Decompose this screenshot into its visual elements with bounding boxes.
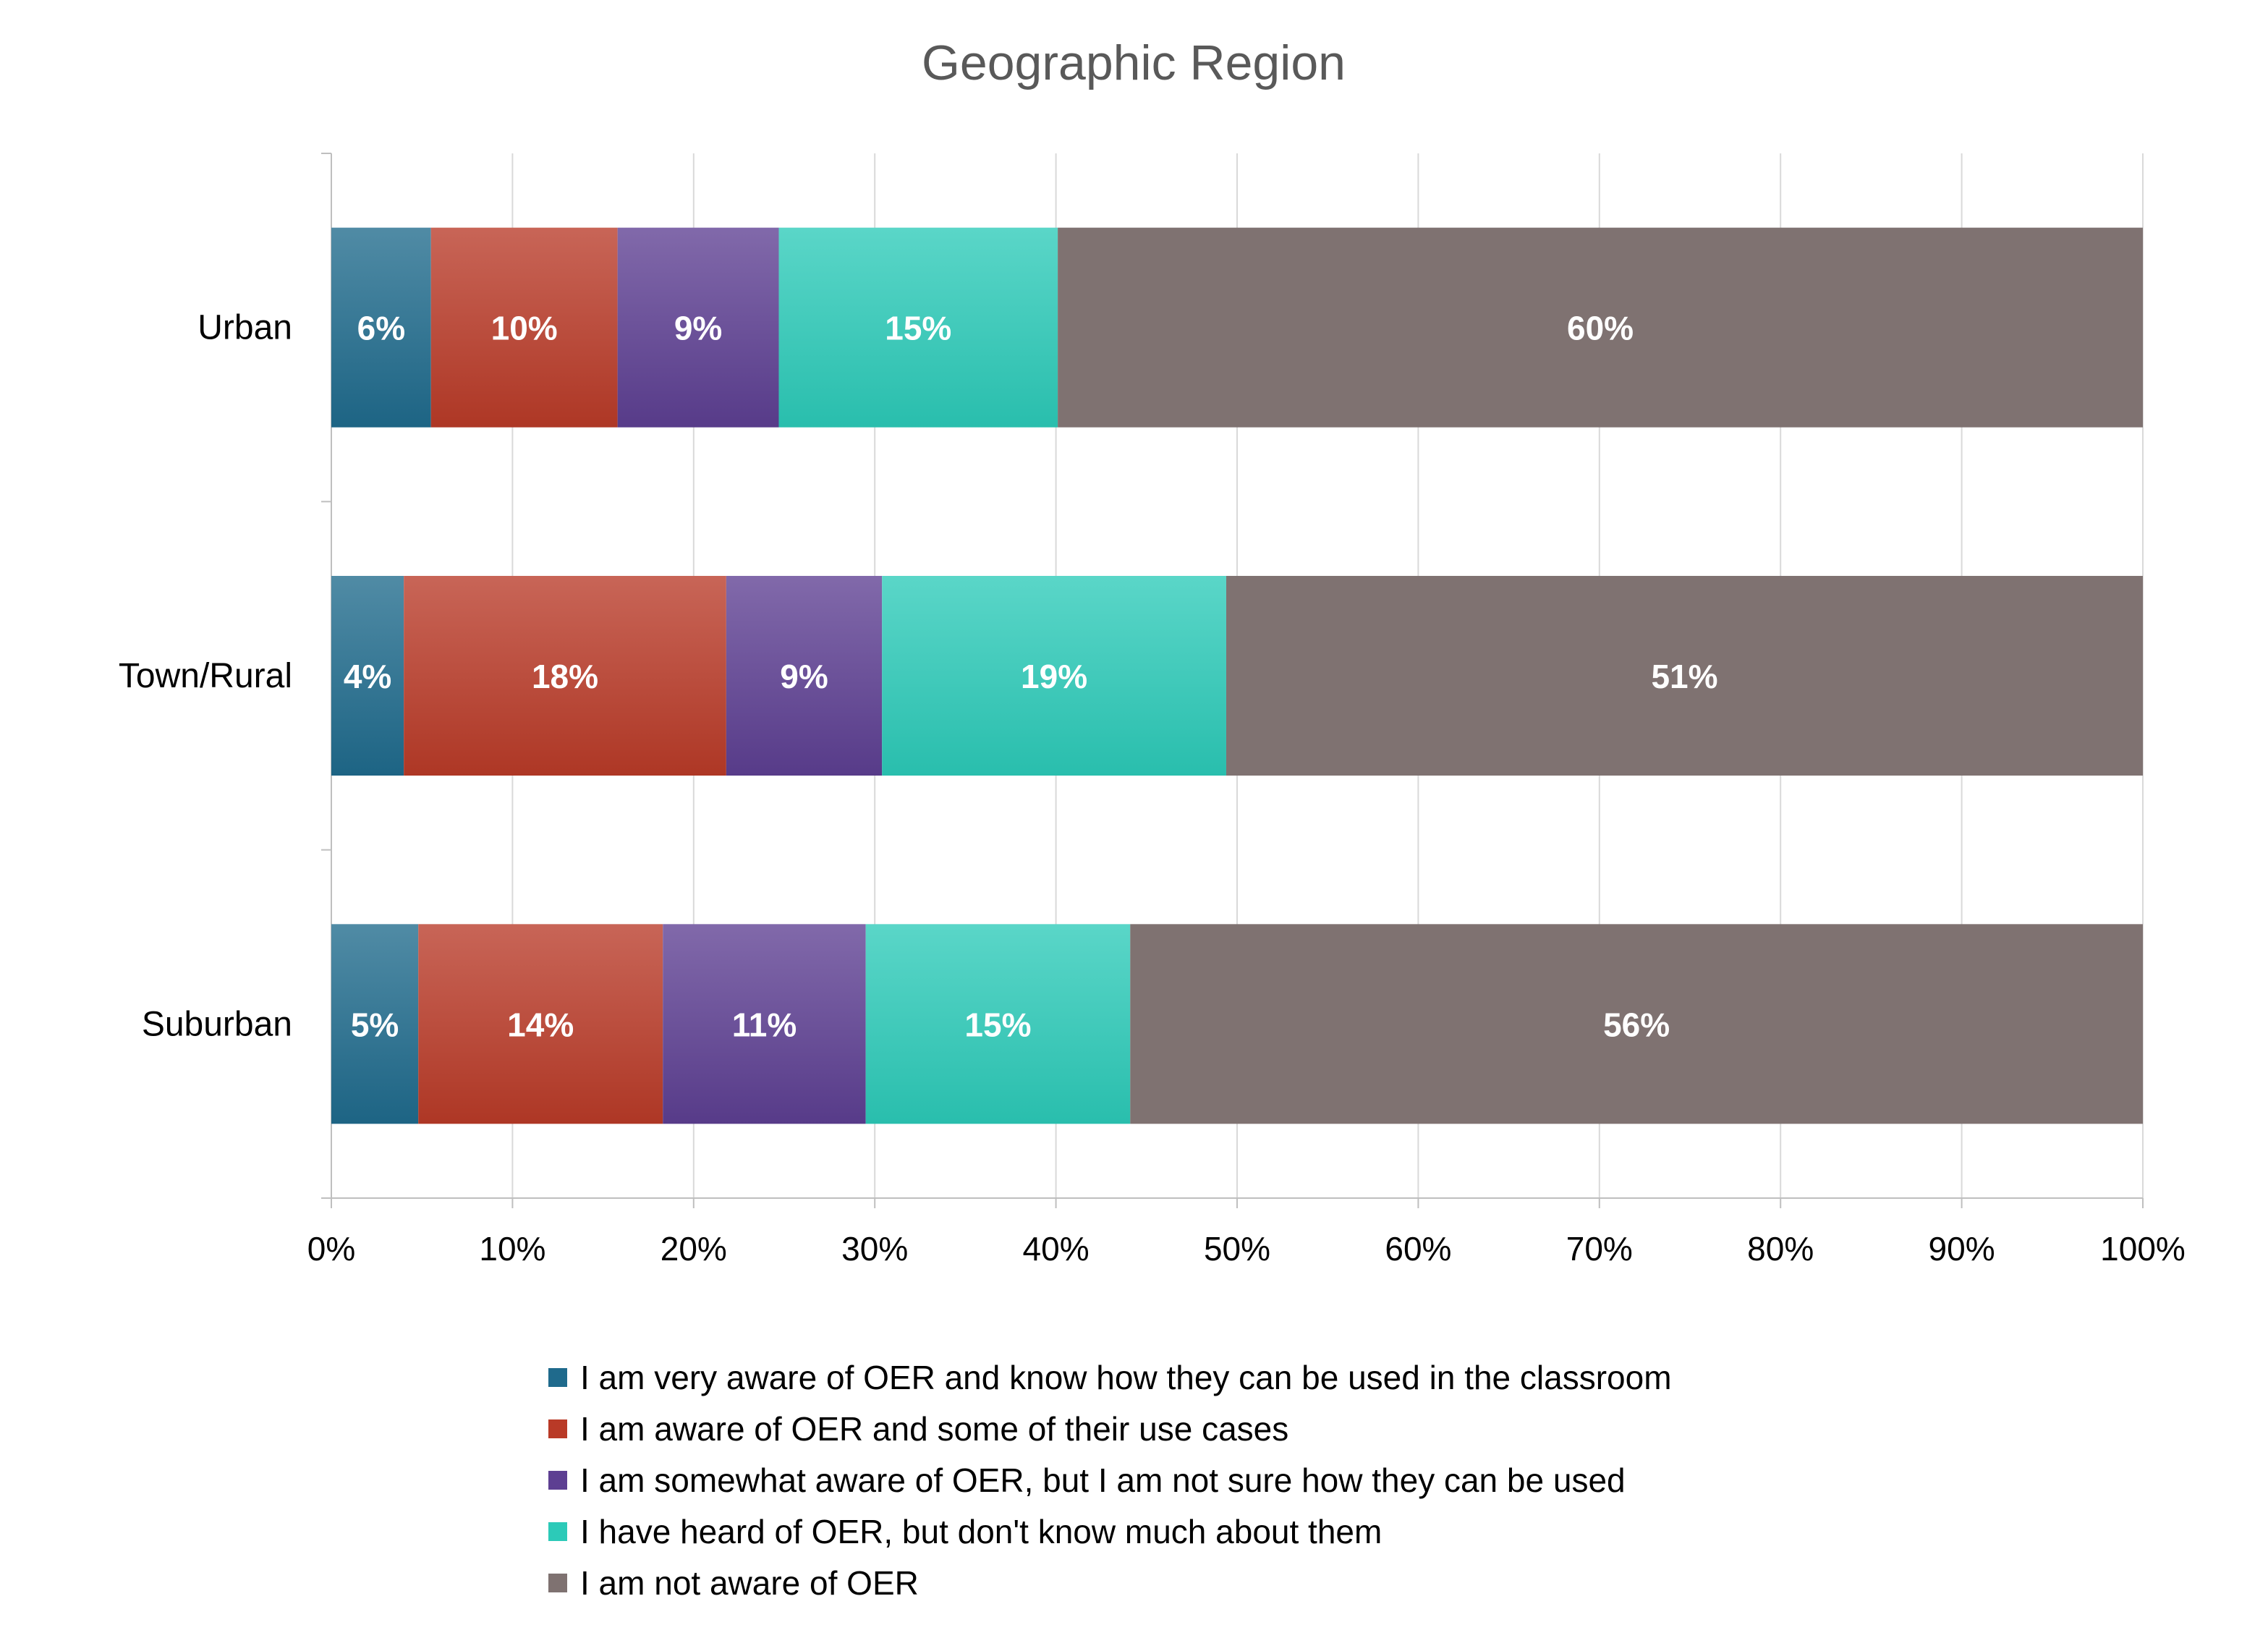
- data-label: 9%: [780, 658, 828, 695]
- legend-label: I am aware of OER and some of their use …: [580, 1410, 1288, 1448]
- x-tick-label: 10%: [479, 1230, 545, 1268]
- legend-item: I am aware of OER and some of their use …: [548, 1410, 1288, 1448]
- axes: 0% 10% 20% 30% 40% 50% 60% 70% 80% 90% 100% Urban To…: [119, 153, 2186, 1268]
- bar-segment-suburban-5: [1130, 924, 2143, 1124]
- y-category-label: Suburban: [142, 1005, 292, 1043]
- legend-swatch: [548, 1368, 567, 1387]
- data-label: 15%: [964, 1006, 1031, 1043]
- legend-item: I am somewhat aware of OER, but I am not…: [548, 1461, 1626, 1499]
- legend-label: I am very aware of OER and know how they…: [580, 1359, 1672, 1396]
- legend: I am very aware of OER and know how they…: [548, 1359, 1672, 1602]
- bar-segment-urban-2: [430, 227, 618, 428]
- x-tick-label: 20%: [661, 1230, 727, 1268]
- bar-segment-suburban-2: [418, 924, 663, 1124]
- data-label: 56%: [1603, 1006, 1670, 1043]
- legend-label: I am somewhat aware of OER, but I am not…: [580, 1461, 1626, 1499]
- bar-segment-town-rural-5: [1226, 576, 2143, 776]
- legend-label: I am not aware of OER: [580, 1564, 919, 1602]
- data-label: 10%: [491, 310, 558, 347]
- legend-label: I have heard of OER, but don't know much…: [580, 1513, 1382, 1550]
- bar-segment-town-rural-4: [882, 576, 1226, 776]
- chart-title: Geographic Region: [922, 35, 1346, 90]
- data-label: 60%: [1567, 310, 1634, 347]
- x-tick-label: 100%: [2100, 1230, 2186, 1268]
- data-label: 11%: [732, 1006, 797, 1043]
- data-label: 6%: [357, 310, 405, 347]
- legend-swatch: [548, 1522, 567, 1541]
- x-tick-label: 0%: [307, 1230, 355, 1268]
- legend-item: I am not aware of OER: [548, 1564, 919, 1602]
- y-category-label: Urban: [198, 309, 292, 347]
- bar-segment-urban-5: [1058, 227, 2143, 428]
- bar-segment-suburban-1: [331, 924, 419, 1124]
- bar-segment-urban-1: [331, 227, 431, 428]
- legend-swatch: [548, 1574, 567, 1592]
- x-tick-label: 60%: [1385, 1230, 1451, 1268]
- bar-segment-urban-3: [617, 227, 779, 428]
- data-label: 5%: [351, 1006, 399, 1043]
- data-label: 14%: [507, 1006, 574, 1043]
- y-category-label: Town/Rural: [119, 657, 292, 695]
- data-label: 19%: [1021, 658, 1087, 695]
- data-label: 15%: [885, 310, 951, 347]
- x-tick-label: 70%: [1566, 1230, 1633, 1268]
- bar-segment-town-rural-1: [331, 576, 404, 776]
- x-tick-label: 80%: [1747, 1230, 1814, 1268]
- legend-item: I have heard of OER, but don't know much…: [548, 1513, 1382, 1550]
- data-label: 51%: [1651, 658, 1717, 695]
- data-label: 18%: [532, 658, 598, 695]
- legend-swatch: [548, 1419, 567, 1438]
- bar-segment-town-rural-2: [404, 576, 726, 776]
- data-label: 9%: [674, 310, 722, 347]
- bars: 6% 10% 9% 15% 60% 4% 18% 9% 19% 51% 5% 14% 11% 15% 56%: [331, 227, 2143, 1124]
- data-label: 4%: [344, 658, 391, 695]
- bar-segment-suburban-4: [865, 924, 1131, 1124]
- x-tick-label: 90%: [1929, 1230, 1995, 1268]
- x-tick-label: 50%: [1204, 1230, 1270, 1268]
- legend-swatch: [548, 1471, 567, 1490]
- bar-segment-urban-4: [778, 227, 1058, 428]
- bar-segment-suburban-3: [663, 924, 866, 1124]
- legend-item: I am very aware of OER and know how they…: [548, 1359, 1672, 1396]
- bar-segment-town-rural-3: [726, 576, 883, 776]
- x-tick-label: 30%: [841, 1230, 908, 1268]
- x-tick-label: 40%: [1023, 1230, 1090, 1268]
